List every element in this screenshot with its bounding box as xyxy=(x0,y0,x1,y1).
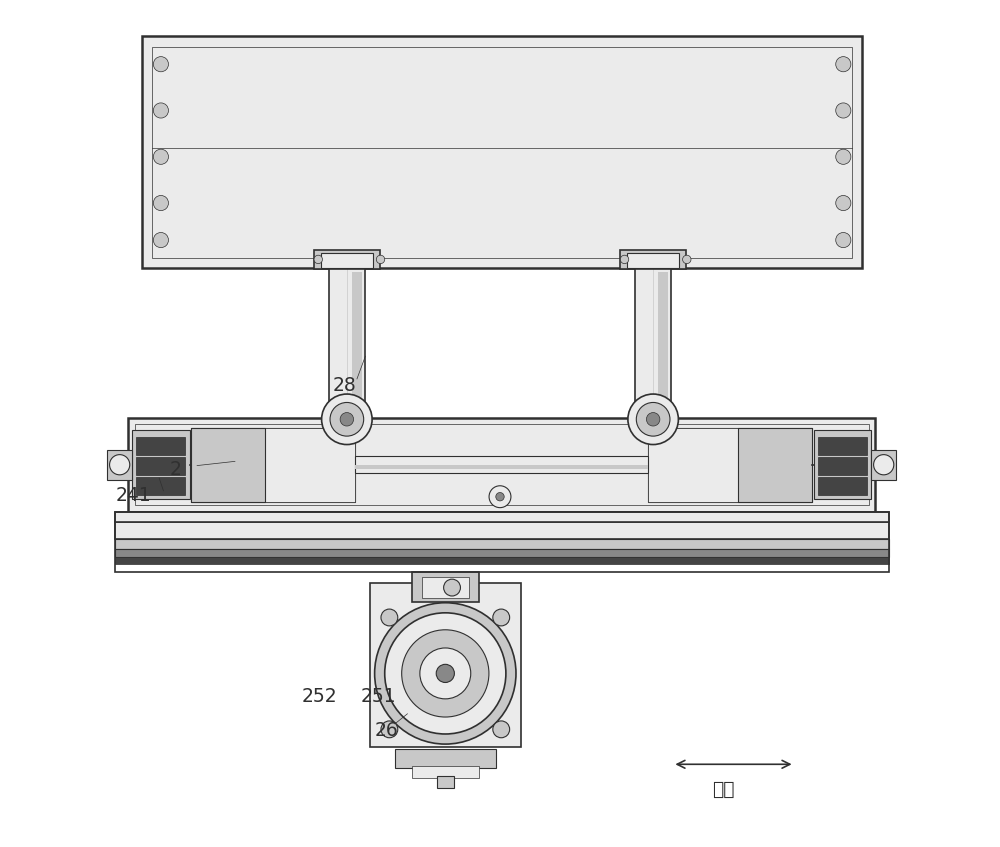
Bar xyxy=(370,584,521,746)
Bar xyxy=(814,430,871,499)
Bar xyxy=(115,539,889,549)
Circle shape xyxy=(153,196,168,211)
Bar xyxy=(328,407,365,426)
Circle shape xyxy=(620,255,629,263)
Circle shape xyxy=(153,57,168,72)
Bar xyxy=(142,36,862,268)
Bar xyxy=(115,512,889,573)
Circle shape xyxy=(836,57,851,72)
Bar xyxy=(314,250,380,268)
Polygon shape xyxy=(738,428,812,501)
Bar xyxy=(422,577,469,598)
Bar xyxy=(107,450,132,480)
Circle shape xyxy=(836,196,851,211)
Circle shape xyxy=(636,402,670,436)
Bar xyxy=(635,268,671,419)
Bar xyxy=(818,478,867,495)
Bar xyxy=(321,252,373,268)
Bar xyxy=(635,407,672,426)
Bar xyxy=(132,430,190,499)
Bar xyxy=(355,457,648,473)
Bar xyxy=(871,450,896,480)
Bar xyxy=(329,268,365,419)
Bar xyxy=(648,428,812,501)
Bar xyxy=(152,47,852,257)
Circle shape xyxy=(628,394,678,445)
Bar xyxy=(191,428,265,501)
Circle shape xyxy=(874,455,894,475)
Bar xyxy=(191,428,355,501)
Bar xyxy=(128,418,875,512)
Bar xyxy=(115,512,889,522)
Circle shape xyxy=(385,613,506,734)
Circle shape xyxy=(853,430,864,442)
Circle shape xyxy=(420,648,471,699)
Bar xyxy=(658,272,668,415)
Text: 侧向: 侧向 xyxy=(712,780,734,799)
Bar xyxy=(738,428,812,501)
Circle shape xyxy=(402,630,489,717)
Circle shape xyxy=(381,721,398,738)
Text: 251: 251 xyxy=(360,688,396,706)
Circle shape xyxy=(436,664,454,683)
Circle shape xyxy=(493,609,510,626)
Bar xyxy=(437,776,454,788)
Bar xyxy=(115,522,889,539)
Text: 2: 2 xyxy=(170,460,182,479)
Bar xyxy=(136,437,185,455)
Circle shape xyxy=(376,255,385,263)
Circle shape xyxy=(646,412,660,426)
Bar xyxy=(135,424,869,505)
Circle shape xyxy=(139,430,151,442)
Circle shape xyxy=(153,232,168,247)
Bar xyxy=(395,749,496,767)
Polygon shape xyxy=(191,428,265,501)
Circle shape xyxy=(110,455,130,475)
Circle shape xyxy=(330,402,364,436)
Bar xyxy=(265,428,355,501)
Circle shape xyxy=(853,487,864,499)
Bar xyxy=(352,272,362,415)
Bar xyxy=(115,557,889,564)
Bar xyxy=(412,766,479,778)
Bar xyxy=(818,457,867,475)
Bar xyxy=(115,549,889,557)
Text: 28: 28 xyxy=(332,376,356,396)
Bar xyxy=(412,573,479,602)
Circle shape xyxy=(153,149,168,164)
Circle shape xyxy=(381,609,398,626)
Circle shape xyxy=(836,149,851,164)
Circle shape xyxy=(322,394,372,445)
Circle shape xyxy=(836,232,851,247)
Circle shape xyxy=(375,603,516,745)
Circle shape xyxy=(853,459,864,471)
Bar xyxy=(620,250,686,268)
Text: 252: 252 xyxy=(301,688,337,706)
Bar xyxy=(627,252,679,268)
Circle shape xyxy=(683,255,691,263)
Circle shape xyxy=(444,579,460,596)
Circle shape xyxy=(493,721,510,738)
Circle shape xyxy=(836,102,851,118)
Circle shape xyxy=(340,412,354,426)
Circle shape xyxy=(153,102,168,118)
Bar xyxy=(136,478,185,495)
Circle shape xyxy=(489,486,511,507)
Bar xyxy=(818,437,867,455)
Circle shape xyxy=(314,255,322,263)
Bar xyxy=(355,465,648,469)
Bar xyxy=(648,428,738,501)
Text: 26: 26 xyxy=(375,721,398,740)
Circle shape xyxy=(496,492,504,501)
Text: 241: 241 xyxy=(116,485,152,505)
Bar xyxy=(136,457,185,475)
Circle shape xyxy=(139,487,151,499)
Circle shape xyxy=(139,459,151,471)
